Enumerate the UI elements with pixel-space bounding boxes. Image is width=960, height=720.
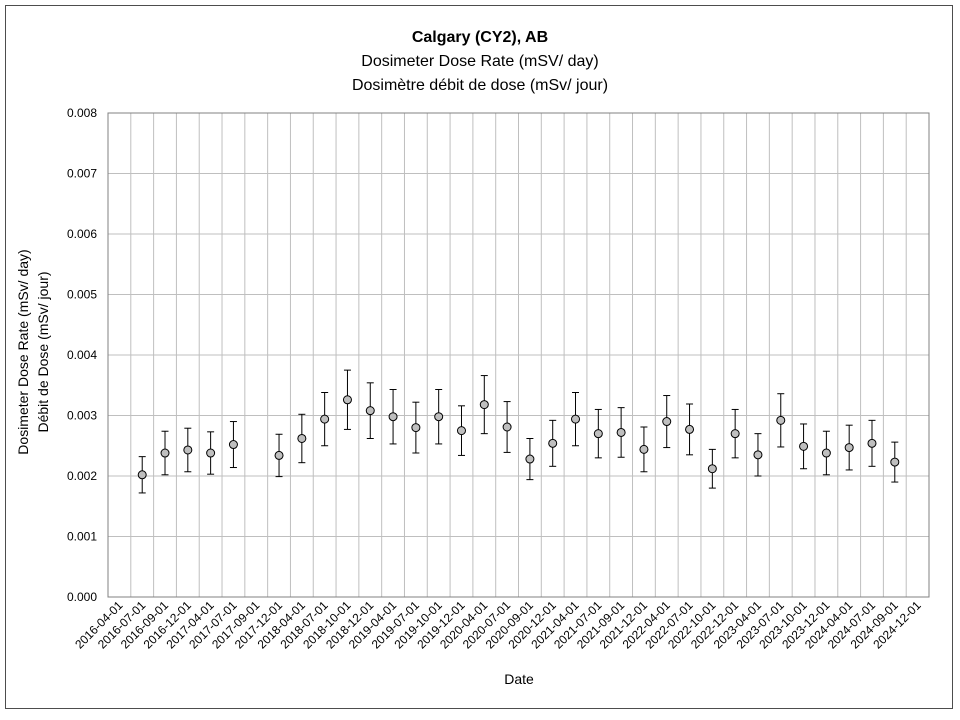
data-point (365, 406, 375, 416)
data-point (776, 415, 786, 425)
plot-area-border (107, 112, 930, 598)
data-point (388, 412, 398, 422)
data-point (206, 448, 216, 458)
y-tick-label: 0.003 (67, 409, 97, 423)
y-axis-label-fr: Débit de Dose (mSv/ jour) (35, 271, 51, 432)
data-point (456, 426, 466, 436)
chart-frame (5, 5, 953, 709)
y-tick-label: 0.007 (67, 167, 97, 181)
data-point (160, 448, 170, 458)
y-axis-ticks: 0.000 0.001 0.002 0.003 0.004 0.005 0.006 0.007… (67, 106, 97, 604)
data-point (867, 438, 877, 448)
y-tick-label: 0.002 (67, 469, 97, 483)
data-point (320, 414, 330, 424)
data-point (844, 443, 854, 453)
data-point (685, 424, 695, 434)
x-axis-ticks: 2016-04-012016-07-012016-09-012016-12-01… (72, 598, 924, 652)
data-point (137, 470, 147, 480)
y-tick-label: 0.004 (67, 348, 97, 362)
chart-subtitle-en: Dosimeter Dose Rate (mSV/ day) (361, 53, 598, 70)
data-point (274, 450, 284, 460)
data-point (479, 400, 489, 410)
y-tick-label: 0.001 (67, 530, 97, 544)
x-axis-label: Date (504, 671, 534, 687)
y-tick-label: 0.000 (67, 590, 97, 604)
data-point (571, 414, 581, 424)
data-point (799, 441, 809, 451)
y-tick-label: 0.005 (67, 288, 97, 302)
data-point (639, 444, 649, 454)
data-point (890, 457, 900, 467)
data-point (502, 422, 512, 432)
chart-title: Calgary (CY2), AB (412, 29, 548, 46)
data-point (707, 464, 717, 474)
data-point (434, 412, 444, 422)
data-point (525, 454, 535, 464)
data-point (616, 427, 626, 437)
data-point (662, 417, 672, 427)
y-axis-label-en: Dosimeter Dose Rate (mSv/ day) (15, 249, 31, 454)
data-point (548, 438, 558, 448)
data-point (342, 395, 352, 405)
data-point (411, 423, 421, 433)
data-point (753, 450, 763, 460)
y-tick-label: 0.008 (67, 106, 97, 120)
data-point (730, 429, 740, 439)
data-points (137, 369, 900, 494)
chart-subtitle-fr: Dosimètre débit de dose (mSv/ jour) (352, 77, 608, 94)
data-point (593, 429, 603, 439)
data-point (228, 440, 238, 450)
y-tick-label: 0.006 (67, 227, 97, 241)
data-point (183, 445, 193, 455)
data-point (821, 448, 831, 458)
data-point (297, 433, 307, 443)
plot-grid (107, 112, 930, 598)
